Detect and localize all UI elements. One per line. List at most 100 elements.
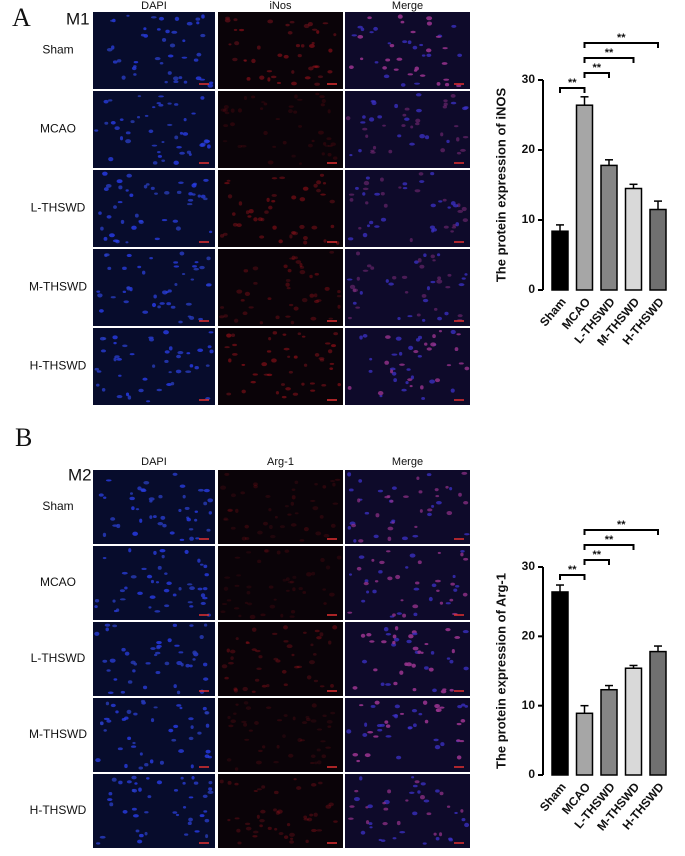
- cell: [173, 789, 179, 792]
- cell: [310, 643, 314, 647]
- cell: [246, 551, 252, 554]
- cell: [176, 190, 182, 195]
- cell: [319, 95, 325, 99]
- cell: [445, 485, 449, 489]
- cell: [257, 559, 262, 564]
- cell: [245, 826, 252, 831]
- cell: [364, 753, 371, 758]
- cell: [327, 70, 333, 74]
- cell: [243, 95, 248, 101]
- cell: [349, 284, 356, 290]
- cell: [362, 269, 369, 272]
- cell: [356, 566, 362, 571]
- cell: [178, 651, 184, 654]
- cell: [207, 345, 212, 349]
- cell: [120, 219, 125, 224]
- cell: [422, 700, 428, 705]
- cell: [291, 70, 295, 74]
- cell: [220, 306, 225, 309]
- cell: [180, 776, 184, 780]
- cell: [104, 253, 108, 257]
- cell: [224, 182, 230, 185]
- cell: [107, 266, 112, 271]
- cell: [227, 715, 231, 720]
- cell: [430, 171, 435, 176]
- micrograph: [218, 328, 343, 405]
- cell: [330, 224, 335, 229]
- cell: [273, 760, 279, 764]
- cell: [358, 479, 363, 483]
- cell: [234, 556, 241, 559]
- cell: [172, 219, 179, 223]
- cell: [323, 533, 330, 538]
- cell: [282, 578, 287, 582]
- cell: [99, 835, 106, 839]
- cell: [275, 659, 281, 663]
- cell: [156, 644, 162, 648]
- micrograph-bg: [93, 470, 215, 544]
- cell: [365, 820, 370, 825]
- cell: [314, 353, 320, 357]
- cell: [260, 217, 265, 222]
- significance-label: **: [605, 534, 614, 546]
- cell: [450, 94, 456, 98]
- cell: [118, 780, 123, 785]
- cell: [430, 280, 436, 284]
- cell: [176, 660, 183, 666]
- cell: [309, 813, 314, 817]
- cell: [179, 151, 185, 155]
- cell: [443, 78, 450, 81]
- cell: [358, 226, 362, 230]
- micrograph: [93, 470, 215, 544]
- cell: [439, 832, 443, 837]
- cell: [380, 682, 385, 686]
- row-label: H-THSWD: [30, 359, 87, 373]
- cell: [392, 634, 397, 639]
- cell: [140, 33, 146, 37]
- y-tick-label: 30: [522, 559, 536, 573]
- cell: [293, 355, 298, 359]
- cell: [328, 48, 333, 53]
- cell: [167, 71, 172, 75]
- cell: [419, 43, 424, 47]
- cell: [202, 794, 208, 799]
- cell: [446, 364, 452, 367]
- cell: [233, 712, 237, 715]
- cell: [394, 704, 400, 709]
- cell: [117, 200, 123, 204]
- cell: [301, 382, 305, 386]
- cell: [320, 740, 326, 743]
- cell: [359, 335, 363, 340]
- cell: [359, 57, 364, 61]
- cell: [230, 719, 237, 724]
- cell: [148, 129, 154, 134]
- cell: [252, 835, 258, 838]
- cell: [153, 653, 158, 657]
- micrograph: [93, 328, 215, 405]
- cell: [319, 515, 324, 519]
- column-header: Arg-1: [267, 456, 294, 468]
- cell: [290, 610, 296, 614]
- cell: [113, 678, 118, 681]
- row-label: MCAO: [40, 122, 76, 136]
- cell: [273, 808, 277, 812]
- cell: [420, 782, 426, 786]
- cell: [110, 703, 116, 708]
- cell: [179, 131, 184, 135]
- cell: [410, 30, 416, 34]
- cell: [313, 679, 319, 683]
- cell: [283, 835, 289, 840]
- cell: [236, 828, 241, 833]
- cell: [188, 717, 194, 721]
- cell: [165, 291, 169, 294]
- micrograph-bg: [218, 470, 343, 544]
- cell: [234, 41, 240, 46]
- cell: [208, 230, 213, 234]
- cell: [271, 177, 278, 180]
- cell: [261, 785, 266, 789]
- cell: [434, 704, 440, 709]
- cell: [299, 263, 303, 268]
- cell: [144, 831, 148, 836]
- cell: [371, 558, 375, 562]
- cell: [98, 211, 102, 215]
